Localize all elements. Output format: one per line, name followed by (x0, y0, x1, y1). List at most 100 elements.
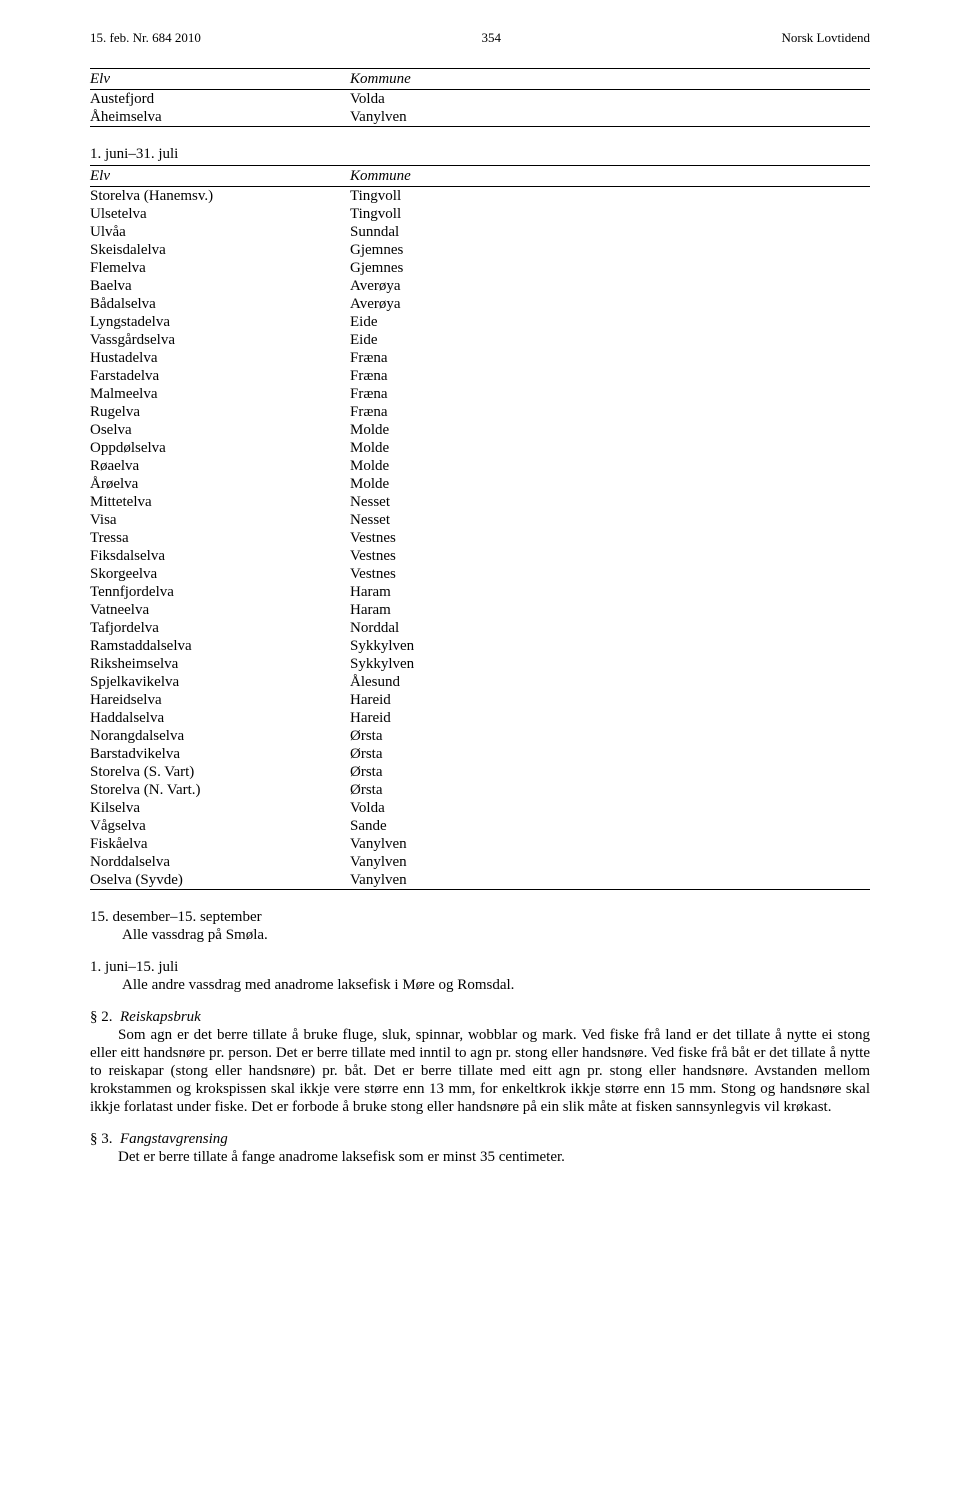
kommune-cell: Fræna (350, 349, 870, 367)
table-row: SpjelkavikelvaÅlesund (90, 673, 870, 691)
table-row: TafjordelvaNorddal (90, 619, 870, 637)
table-row: TennfjordelvaHaram (90, 583, 870, 601)
elv-cell: Fiskåelva (90, 835, 350, 853)
elv-cell: Skeisdalelva (90, 241, 350, 259)
elv-cell: Farstadelva (90, 367, 350, 385)
elv-cell: Austefjord (90, 90, 350, 108)
table-row: ÅheimselvaVanylven (90, 108, 870, 126)
elv-cell: Storelva (N. Vart.) (90, 781, 350, 799)
june-section: 1. juni–15. juli Alle andre vassdrag med… (90, 958, 870, 994)
kommune-cell: Norddal (350, 619, 870, 637)
para2-num: § 2. (90, 1009, 113, 1025)
kommune-cell: Tingvoll (350, 205, 870, 223)
paragraph-2: § 2. Reiskapsbruk Som agn er det berre t… (90, 1008, 870, 1116)
table-row: RamstaddalselvaSykkylven (90, 637, 870, 655)
elv-cell: Skorgeelva (90, 565, 350, 583)
elv-cell: Visa (90, 511, 350, 529)
kommune-cell: Molde (350, 421, 870, 439)
kommune-cell: Ørsta (350, 745, 870, 763)
elv-cell: Vågselva (90, 817, 350, 835)
kommune-cell: Vestnes (350, 529, 870, 547)
table-2-col2-header: Kommune (350, 167, 870, 185)
dec-text: Alle vassdrag på Smøla. (122, 926, 870, 944)
elv-cell: Hareidselva (90, 691, 350, 709)
table-row: KilselvaVolda (90, 799, 870, 817)
elv-cell: Baelva (90, 277, 350, 295)
table-row: LyngstadelvaEide (90, 313, 870, 331)
elv-cell: Mittetelva (90, 493, 350, 511)
elv-cell: Rugelva (90, 403, 350, 421)
elv-cell: Haddalselva (90, 709, 350, 727)
paragraph-3: § 3. Fangstavgrensing Det er berre tilla… (90, 1130, 870, 1166)
elv-cell: Hustadelva (90, 349, 350, 367)
kommune-cell: Hareid (350, 709, 870, 727)
kommune-cell: Fræna (350, 403, 870, 421)
table-row: OselvaMolde (90, 421, 870, 439)
kommune-cell: Nesset (350, 493, 870, 511)
elv-cell: Bådalselva (90, 295, 350, 313)
page-header: 15. feb. Nr. 684 2010 354 Norsk Lovtiden… (90, 30, 870, 46)
table-row: RugelvaFræna (90, 403, 870, 421)
kommune-cell: Fræna (350, 367, 870, 385)
table-row: UlsetelvaTingvoll (90, 205, 870, 223)
kommune-cell: Nesset (350, 511, 870, 529)
kommune-cell: Gjemnes (350, 241, 870, 259)
table-row: SkorgeelvaVestnes (90, 565, 870, 583)
elv-cell: Oselva (Syvde) (90, 871, 350, 889)
elv-cell: Oselva (90, 421, 350, 439)
table-1-header: Elv Kommune (90, 68, 870, 90)
table-row: HareidselvaHareid (90, 691, 870, 709)
table-row: Storelva (Hanemsv.)Tingvoll (90, 187, 870, 205)
kommune-cell: Vanylven (350, 853, 870, 871)
elv-cell: Tafjordelva (90, 619, 350, 637)
table-row: Oselva (Syvde)Vanylven (90, 871, 870, 889)
elv-cell: Storelva (Hanemsv.) (90, 187, 350, 205)
para2-title: Reiskapsbruk (120, 1009, 201, 1025)
table-row: FiskåelvaVanylven (90, 835, 870, 853)
elv-cell: Spjelkavikelva (90, 673, 350, 691)
para3-num: § 3. (90, 1131, 113, 1147)
kommune-cell: Sunndal (350, 223, 870, 241)
para3-title: Fangstavgrensing (120, 1131, 228, 1147)
kommune-cell: Volda (350, 90, 870, 108)
kommune-cell: Vanylven (350, 108, 870, 126)
table-row: Storelva (N. Vart.)Ørsta (90, 781, 870, 799)
kommune-cell: Molde (350, 475, 870, 493)
table-row: VågselvaSande (90, 817, 870, 835)
table-1-col2-header: Kommune (350, 70, 870, 88)
kommune-cell: Gjemnes (350, 259, 870, 277)
elv-cell: Norangdalselva (90, 727, 350, 745)
table-2-col1-header: Elv (90, 167, 350, 185)
kommune-cell: Ålesund (350, 673, 870, 691)
elv-cell: Malmeelva (90, 385, 350, 403)
elv-cell: Lyngstadelva (90, 313, 350, 331)
table-row: RiksheimselvaSykkylven (90, 655, 870, 673)
table-row: SkeisdalelvaGjemnes (90, 241, 870, 259)
kommune-cell: Haram (350, 601, 870, 619)
kommune-cell: Ørsta (350, 781, 870, 799)
elv-cell: Fiksdalselva (90, 547, 350, 565)
table-row: NorangdalselvaØrsta (90, 727, 870, 745)
para2-body: Som agn er det berre tillate å bruke flu… (90, 1027, 870, 1115)
table-row: HustadelvaFræna (90, 349, 870, 367)
elv-cell: Tressa (90, 529, 350, 547)
dec-label: 15. desember–15. september (90, 908, 870, 926)
header-left: 15. feb. Nr. 684 2010 (90, 30, 201, 46)
elv-cell: Barstadvikelva (90, 745, 350, 763)
kommune-cell: Averøya (350, 277, 870, 295)
table-1-col1-header: Elv (90, 70, 350, 88)
table-row: NorddalselvaVanylven (90, 853, 870, 871)
kommune-cell: Sykkylven (350, 655, 870, 673)
kommune-cell: Averøya (350, 295, 870, 313)
table-row: VatneelvaHaram (90, 601, 870, 619)
elv-cell: Tennfjordelva (90, 583, 350, 601)
kommune-cell: Eide (350, 313, 870, 331)
table-1: Elv Kommune AustefjordVoldaÅheimselvaVan… (90, 68, 870, 127)
elv-cell: Oppdølselva (90, 439, 350, 457)
para3-body: Det er berre tillate å fange anadrome la… (118, 1149, 565, 1165)
table-row: VassgårdselvaEide (90, 331, 870, 349)
elv-cell: Ramstaddalselva (90, 637, 350, 655)
header-center: 354 (481, 30, 501, 46)
table-row: TressaVestnes (90, 529, 870, 547)
table-1-body: AustefjordVoldaÅheimselvaVanylven (90, 90, 870, 127)
